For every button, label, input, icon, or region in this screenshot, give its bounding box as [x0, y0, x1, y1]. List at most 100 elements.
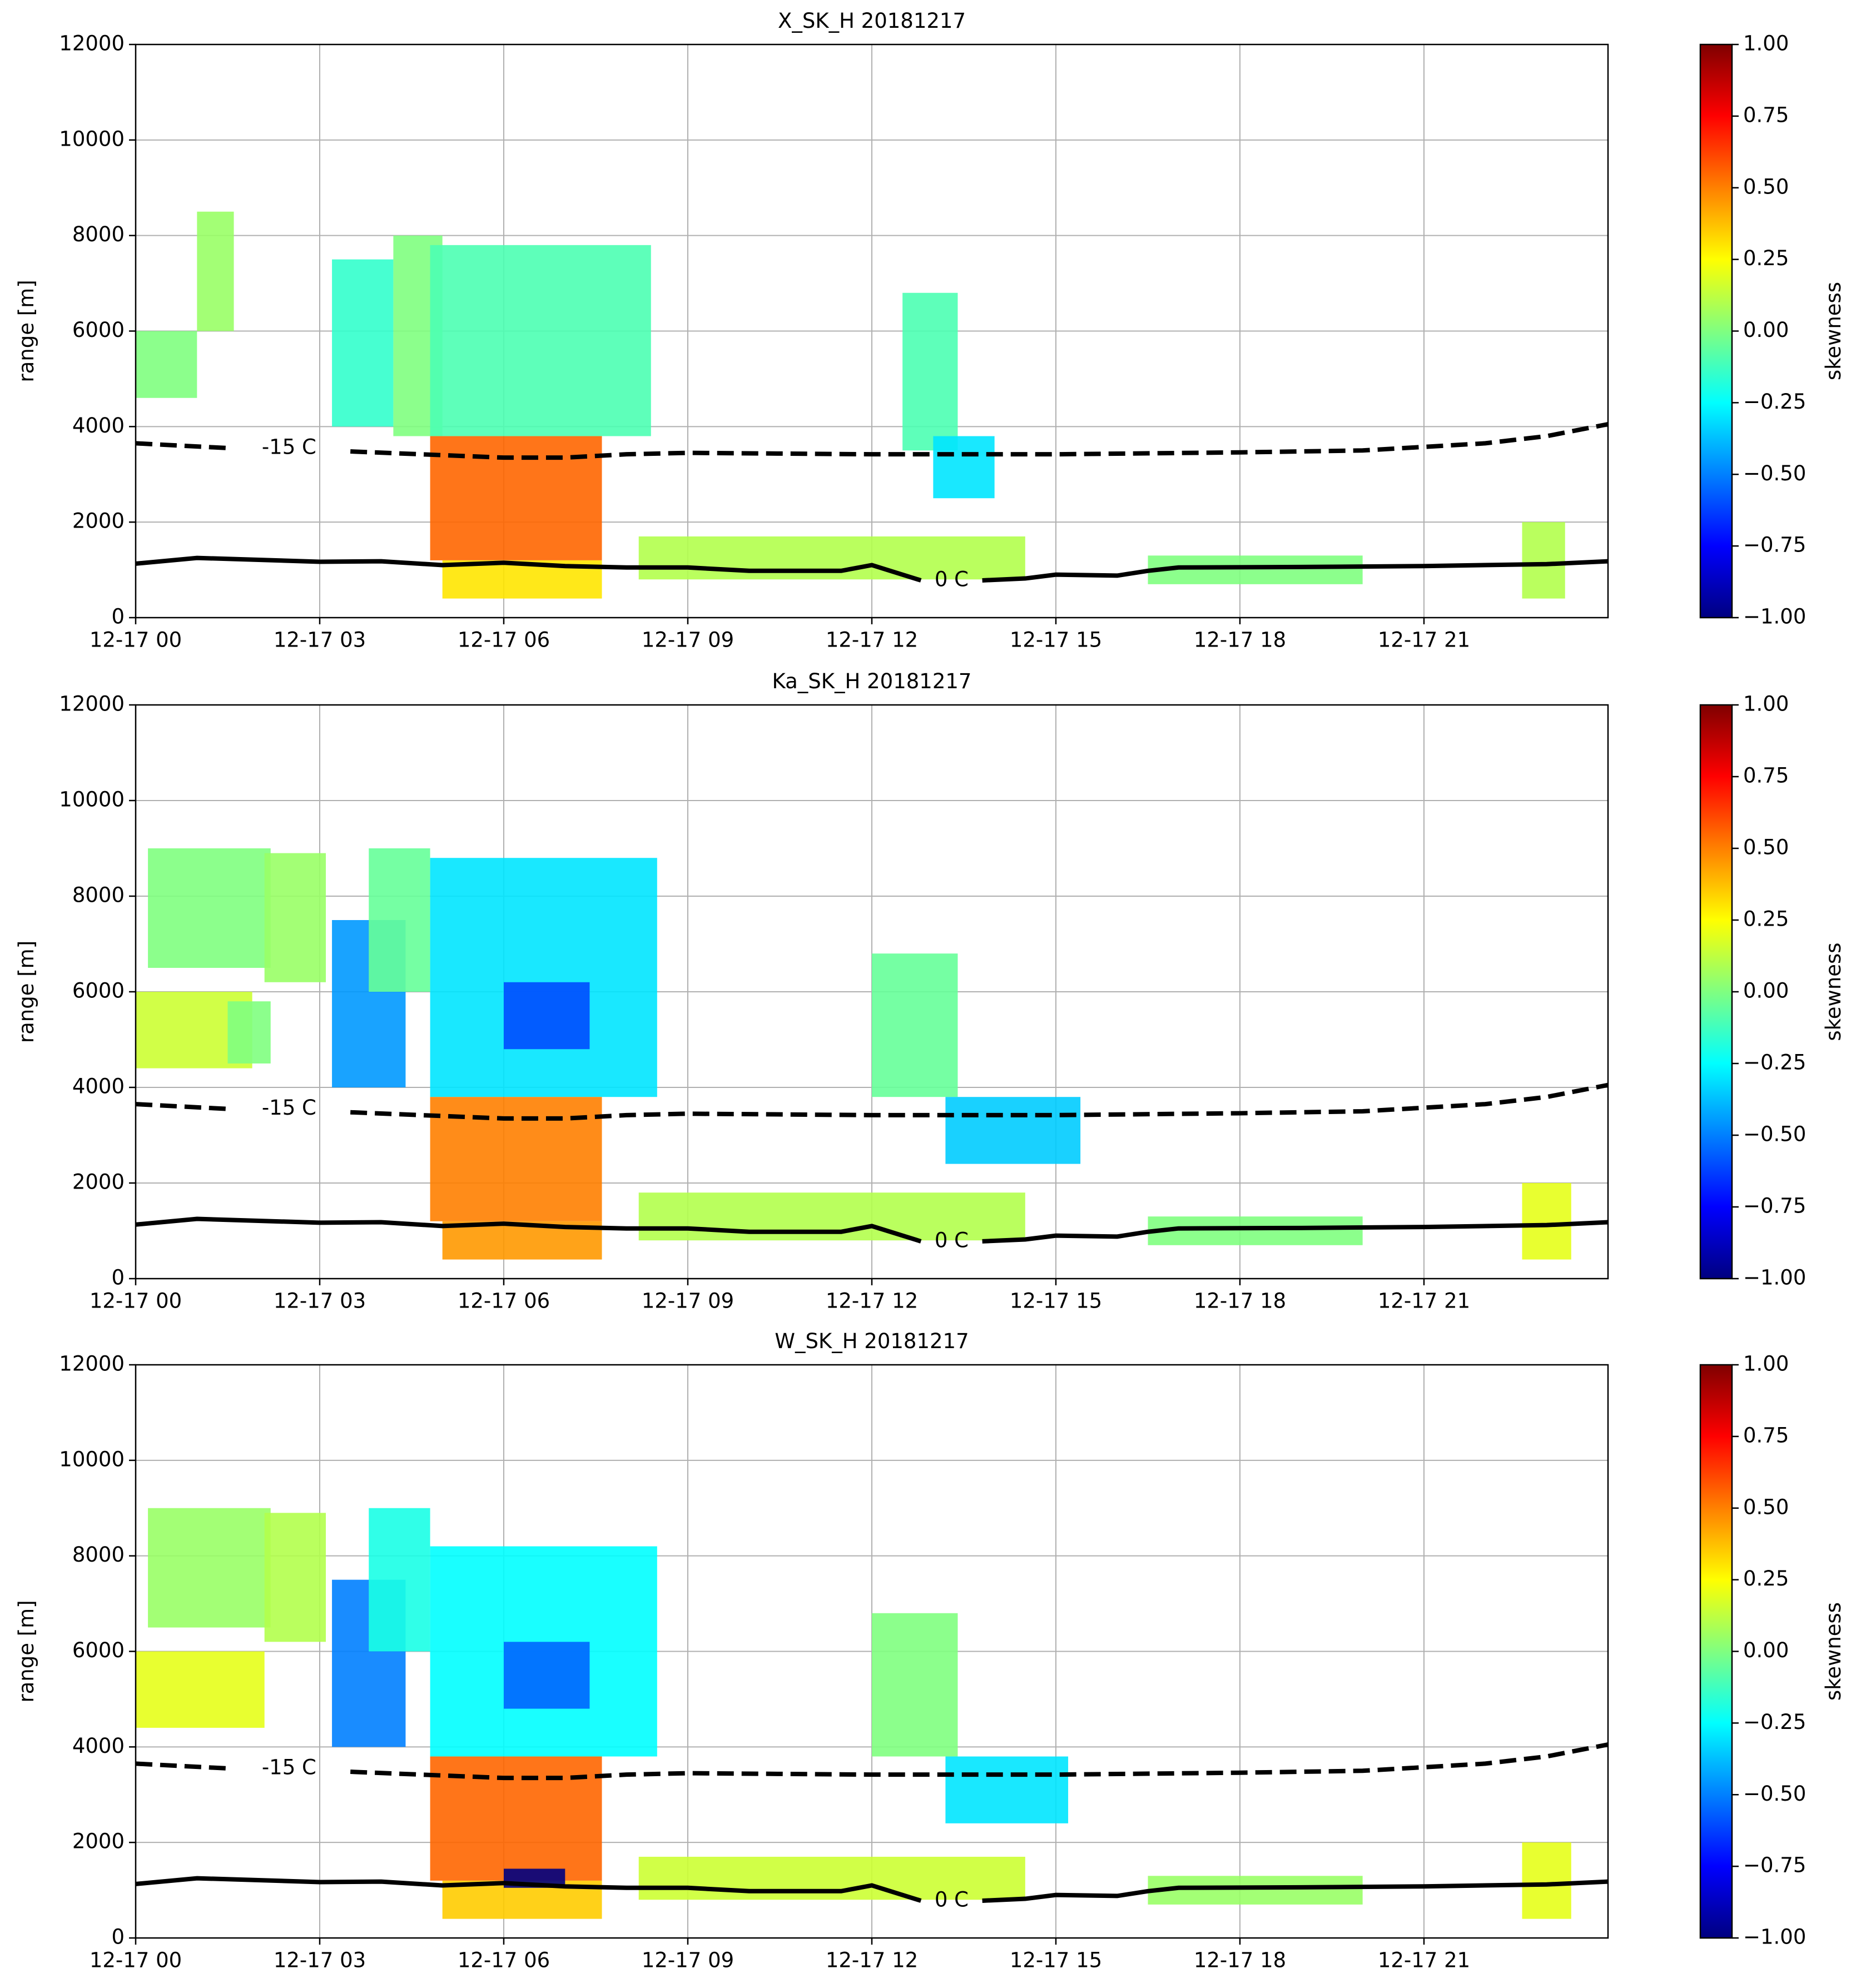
cell [933, 436, 995, 499]
cell [1522, 522, 1565, 599]
y-tick-label: 10000 [59, 127, 125, 151]
cell [1148, 1216, 1363, 1245]
colorbar-tick-label: 0.25 [1743, 1567, 1789, 1591]
isotherm-line [136, 422, 1608, 460]
heatmap [136, 848, 1608, 1260]
y-tick-label: 0 [111, 1266, 125, 1290]
colorbar-tick-label: 1.00 [1743, 1352, 1789, 1376]
cell [369, 1508, 430, 1652]
panel: -15 C 0 C 12-17 00 12-17 03 12-17 06 12-17 09… [14, 669, 1845, 1313]
cell [902, 292, 958, 451]
x-tick-label: 12-17 15 [1010, 1289, 1102, 1313]
cell [197, 211, 234, 331]
cell [264, 1513, 326, 1642]
x-tick-label: 12-17 18 [1194, 628, 1286, 652]
x-tick-label: 12-17 12 [826, 1289, 918, 1313]
colorbar-tick-label: −0.25 [1743, 1051, 1806, 1075]
colorbar [1699, 1364, 1733, 1939]
x-tick-label: 12-17 09 [642, 628, 734, 652]
cell [430, 858, 657, 1097]
y-tick-label: 6000 [72, 979, 125, 1003]
colorbar-tick-label: 0.25 [1743, 246, 1789, 270]
x-tick-label: 12-17 09 [642, 1949, 734, 1972]
cell [945, 1097, 1081, 1164]
colorbar-tick-label: −0.25 [1743, 1710, 1806, 1734]
y-tick-label: 8000 [72, 1543, 125, 1567]
isotherm-label: -15 C [262, 1755, 316, 1779]
isotherm-line [136, 1216, 1608, 1244]
panel: -15 C 0 C 12-17 00 12-17 03 12-17 06 12-17 09… [14, 1329, 1845, 1972]
colorbar-tick-label: 0.25 [1743, 907, 1789, 931]
colorbar-tick-label: −1.00 [1743, 1266, 1806, 1290]
cell [1522, 1183, 1571, 1260]
y-tick-label: 0 [111, 1925, 125, 1949]
colorbar-label: skewness [1822, 942, 1845, 1041]
cell [264, 853, 326, 982]
y-tick-label: 2000 [72, 509, 125, 533]
cell [945, 1756, 1069, 1823]
colorbar-tick-label: −0.75 [1743, 1853, 1806, 1877]
colorbar-tick-label: 0.50 [1743, 175, 1789, 198]
y-tick-label: 6000 [72, 318, 125, 342]
y-tick-label: 4000 [72, 1734, 125, 1758]
y-tick-label: 8000 [72, 222, 125, 246]
x-tick-label: 12-17 03 [274, 1289, 366, 1313]
cell [369, 848, 430, 992]
x-tick-label: 12-17 21 [1378, 1949, 1470, 1972]
y-tick-label: 2000 [72, 1170, 125, 1194]
y-tick-label: 12000 [59, 1352, 125, 1376]
heatmap [136, 1508, 1608, 1919]
cell [504, 1642, 590, 1709]
colorbar-tick-label: 0.50 [1743, 836, 1789, 859]
colorbar-tick-label: −1.00 [1743, 605, 1806, 629]
y-tick-label: 8000 [72, 883, 125, 907]
x-tick-label: 12-17 12 [826, 628, 918, 652]
colorbar-tick-label: −0.50 [1743, 1782, 1806, 1806]
x-tick-label: 12-17 21 [1378, 1289, 1470, 1313]
cell [504, 982, 590, 1050]
x-tick-label: 12-17 18 [1194, 1949, 1286, 1972]
isotherm-label: -15 C [262, 1096, 316, 1120]
chart-title: W_SK_H 20181217 [775, 1329, 969, 1353]
cell [430, 245, 651, 436]
chart-title: X_SK_H 20181217 [778, 9, 966, 33]
colorbar-tick-label: −0.75 [1743, 533, 1806, 557]
cell [872, 953, 958, 1097]
x-tick-label: 12-17 03 [274, 628, 366, 652]
cell [1148, 1876, 1363, 1905]
isotherm-label: 0 C [935, 567, 969, 591]
cell [1148, 555, 1363, 584]
x-tick-label: 12-17 00 [90, 1289, 182, 1313]
isotherm-line [136, 555, 1608, 583]
panel: -15 C 0 C 12-17 00 12-17 03 12-17 06 12-17 09… [14, 9, 1845, 652]
x-tick-label: 12-17 03 [274, 1949, 366, 1972]
colorbar-tick-label: 0.50 [1743, 1495, 1789, 1519]
colorbar-label: skewness [1822, 282, 1845, 380]
isotherm-label: 0 C [935, 1228, 969, 1252]
y-tick-label: 2000 [72, 1830, 125, 1853]
cell [332, 259, 394, 427]
y-axis-label: range [m] [14, 1600, 38, 1702]
colorbar-label: skewness [1822, 1602, 1845, 1701]
cell [148, 848, 271, 968]
colorbar-tick-label: 1.00 [1743, 32, 1789, 56]
y-tick-label: 12000 [59, 692, 125, 716]
isotherm-line [136, 1876, 1608, 1903]
y-tick-label: 12000 [59, 32, 125, 56]
chart-title: Ka_SK_H 20181217 [772, 669, 972, 693]
y-tick-label: 6000 [72, 1638, 125, 1662]
cell [1522, 1842, 1571, 1919]
isotherm-line [136, 1082, 1608, 1121]
heatmap [136, 211, 1608, 599]
cell [136, 1651, 265, 1728]
colorbar-tick-label: −0.75 [1743, 1194, 1806, 1218]
x-tick-label: 12-17 06 [458, 1289, 550, 1313]
x-tick-label: 12-17 00 [90, 1949, 182, 1972]
colorbar-tick-label: −0.50 [1743, 1122, 1806, 1146]
cell [872, 1613, 958, 1757]
isotherm-line [136, 1742, 1608, 1781]
colorbar-tick-label: 1.00 [1743, 692, 1789, 716]
x-tick-label: 12-17 15 [1010, 1949, 1102, 1972]
y-tick-label: 4000 [72, 1075, 125, 1099]
